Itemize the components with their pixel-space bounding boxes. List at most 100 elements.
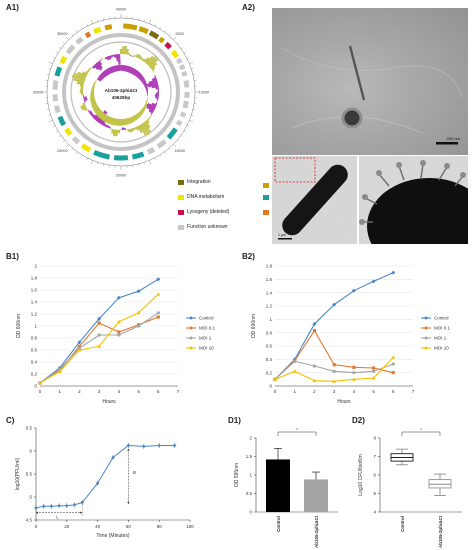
legend-label: Lysogeny (deleted)	[187, 209, 230, 215]
gc-skew-bar	[114, 65, 118, 72]
data-point	[77, 344, 82, 348]
y-tick-label: 0	[34, 384, 37, 389]
gc-content-bar	[148, 109, 154, 114]
gc-skew-bar	[104, 115, 110, 123]
x-tick-label: 6	[392, 389, 395, 394]
gc-content-bar	[89, 111, 94, 116]
gc-skew-bar	[134, 71, 140, 77]
genome-tick-mark	[71, 148, 74, 150]
y-tick-label: 4.5	[26, 518, 33, 523]
gc-skew-bar	[111, 117, 116, 126]
gc-content-bar	[104, 124, 108, 128]
y-tick-label: 0.5	[246, 491, 253, 496]
gc-content-bar	[110, 55, 113, 58]
burst-label: B	[133, 470, 136, 475]
genome-gene-segment	[179, 64, 186, 71]
y-tick-label: 7	[373, 454, 376, 459]
genome-tick-label: 30000	[33, 91, 44, 95]
gc-content-bar	[71, 75, 86, 82]
gc-content-bar	[111, 128, 115, 134]
data-point	[332, 369, 336, 373]
genome-tick-mark	[56, 130, 59, 132]
data-point	[371, 376, 376, 380]
x-tick-label: 7	[412, 389, 415, 394]
gc-content-bar	[144, 57, 150, 64]
genome-tick-mark	[65, 144, 69, 148]
genome-gene-segment	[65, 44, 76, 55]
gc-content-bar	[90, 113, 95, 117]
legend-marker	[424, 346, 428, 350]
genome-gene-segment	[123, 23, 138, 31]
y-axis-label: OD 595nm	[234, 463, 240, 487]
genome-name: Ab105-2phiΔCI	[105, 88, 138, 93]
gc-content-bar	[148, 116, 151, 119]
gc-skew-bar	[101, 72, 107, 78]
gc-content-bar	[92, 65, 96, 69]
panel-label-b2: B2)	[242, 252, 255, 261]
y-tick-label: 0.6	[266, 344, 273, 349]
gc-skew-bar	[126, 65, 131, 73]
genome-gene-segment	[131, 151, 145, 160]
gc-skew-bar	[110, 66, 115, 73]
genome-gene-segment	[179, 111, 187, 118]
genome-tick-mark	[173, 36, 177, 40]
y-tick-label: 2	[34, 264, 37, 269]
data-point	[116, 319, 121, 324]
legend-label: MOI 10	[199, 346, 214, 351]
gc-skew-bar	[97, 76, 103, 81]
gc-skew-bar	[129, 67, 135, 74]
genome-tick-mark	[183, 52, 186, 54]
y-tick-label: 2	[249, 436, 252, 441]
x-tick-label: 40	[95, 524, 101, 529]
genome-tick-mark	[48, 114, 51, 116]
gc-content-bar	[96, 61, 103, 70]
genome-tick-mark	[159, 27, 161, 30]
genome-gene-segment	[175, 119, 183, 127]
y-tick-label: 0.2	[266, 370, 273, 375]
gc-content-bar	[85, 70, 89, 74]
genome-tick-mark	[81, 154, 83, 157]
gc-skew-bar	[107, 67, 113, 74]
data-point	[117, 330, 121, 334]
gc-skew-bar	[141, 80, 147, 84]
gc-content-bar	[154, 75, 157, 79]
y-tick-label: 0.4	[31, 360, 38, 365]
x-axis-label: Hours	[337, 399, 351, 405]
y-tick-label: 1.5	[246, 454, 253, 459]
legend-label: DNA metabolism	[187, 194, 225, 200]
genome-map: 400005000100001500020000250003000035000 …	[33, 8, 210, 178]
y-tick-label: 0	[269, 384, 272, 389]
y-tick-label: 1	[249, 473, 252, 478]
genome-gene-segment	[175, 57, 183, 65]
gc-skew-bar	[90, 99, 96, 103]
legend-marker	[189, 326, 193, 330]
data-point	[391, 270, 396, 275]
bar	[304, 479, 328, 512]
x-tick-label: 7	[177, 389, 180, 394]
tem-micrograph-top: 200 nm	[272, 8, 468, 155]
gc-skew-bar	[144, 103, 148, 107]
gc-content-bar	[151, 102, 157, 107]
genome-gene-segment	[59, 55, 68, 65]
legend-swatch	[263, 182, 269, 188]
gc-content-bar	[146, 106, 155, 112]
gc-content-bar	[84, 108, 88, 112]
gc-content-bar	[151, 66, 156, 71]
data-point	[312, 322, 317, 326]
data-point	[77, 348, 82, 352]
data-point	[156, 292, 161, 296]
gc-content-bar	[145, 103, 156, 111]
growth-curve-chart-b2: 0 0.2 0.4 0.6 0.8 1 1.2 1.4 1.6 1.8 0 1 2 3 4 5 6 7 Hours O…	[251, 264, 451, 405]
legend-item: DNA metabolism	[178, 194, 224, 200]
series-line	[39, 278, 159, 384]
data-point	[142, 444, 146, 449]
genome-tick-label: 35000	[57, 32, 68, 36]
gc-content-bar	[88, 67, 91, 71]
gc-skew-bar	[133, 114, 138, 121]
box	[428, 479, 452, 489]
data-point	[332, 379, 337, 383]
gc-content-bar	[150, 112, 153, 116]
legend-item: Integration	[178, 179, 211, 185]
gc-content-bar	[106, 56, 110, 61]
gc-content-bar	[148, 58, 159, 68]
